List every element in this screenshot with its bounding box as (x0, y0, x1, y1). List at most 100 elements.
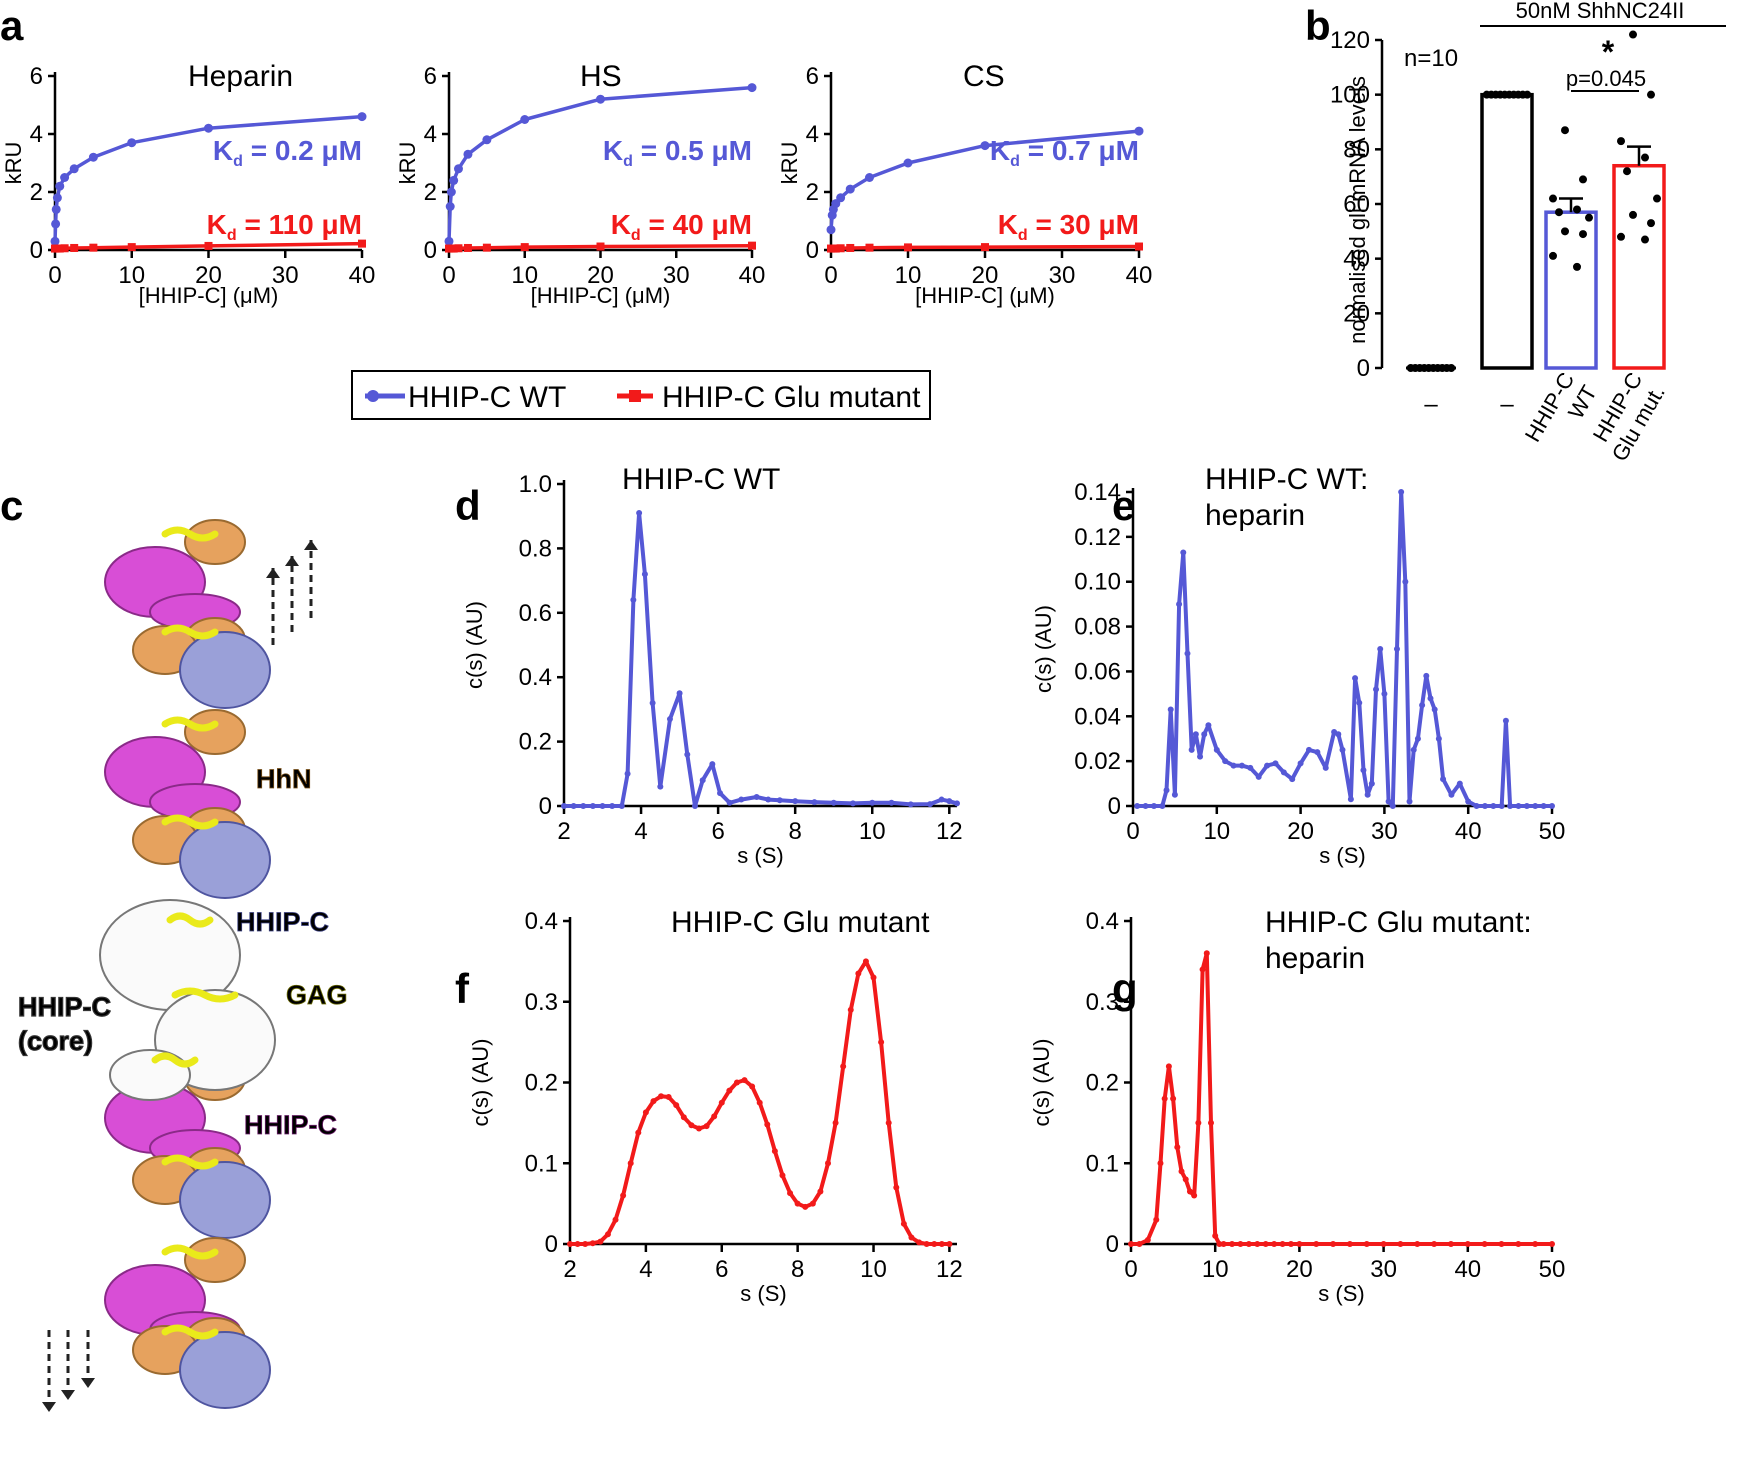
legend: HHIP-C WT HHIP-C Glu mutant (351, 370, 931, 420)
y-tick-label: 0.08 (1074, 614, 1121, 641)
data-point (1213, 746, 1220, 753)
gag-chain (161, 624, 219, 640)
x-tick-label: 20 (1287, 818, 1314, 845)
x-tick-label: 6 (715, 1256, 728, 1283)
kd-label: Kd = 0.7 μM (990, 135, 1139, 170)
data-point (1313, 1241, 1320, 1247)
data-point (900, 1220, 907, 1227)
bar (1544, 210, 1598, 370)
x-tick-label: 40 (739, 262, 766, 289)
data-point (1287, 1241, 1294, 1247)
y-tick-label: 2 (424, 179, 437, 206)
arrow-down-3-head (81, 1378, 95, 1388)
data-point (1498, 803, 1505, 809)
hhipc-core-domain (109, 1049, 191, 1101)
data-point (1377, 646, 1384, 652)
data-point (1230, 762, 1237, 769)
data-point (893, 1184, 900, 1191)
chart-title: HS (580, 60, 622, 93)
x-tick-label: 0 (1124, 1256, 1137, 1283)
data-point (765, 796, 772, 803)
data-point (840, 1063, 847, 1070)
x-tick-label: 6 (711, 818, 724, 845)
data-point (904, 243, 912, 252)
data-point (1498, 1241, 1505, 1247)
data-point (1532, 1241, 1539, 1247)
data-point (1435, 735, 1442, 742)
hhn-domain (184, 1237, 246, 1283)
data-point (1389, 803, 1396, 809)
y-tick-label: 0.4 (525, 908, 558, 935)
data-point (89, 243, 98, 252)
data-point (658, 1093, 665, 1100)
y-axis-label: c(s) (AU) (1029, 1039, 1054, 1127)
series-line (447, 85, 753, 242)
n-label: n=10 (1404, 45, 1458, 72)
data-point (1364, 791, 1371, 798)
data-point (204, 241, 213, 250)
data-point (923, 1241, 930, 1247)
data-point (50, 236, 60, 246)
y-tick-label: 0.12 (1074, 524, 1121, 551)
arrow-up-2-head (285, 556, 299, 566)
data-point (88, 152, 98, 162)
data-point (1346, 1241, 1353, 1247)
data-point (627, 1160, 634, 1167)
x-tick-label: 0 (442, 262, 455, 289)
label-gag: GAG (286, 980, 348, 1010)
data-point (1410, 746, 1417, 753)
data-point (865, 173, 874, 182)
data-point (1144, 1236, 1151, 1243)
significance-star: * (1602, 34, 1615, 70)
y-tick-label: 20 (1343, 300, 1370, 327)
data-point (482, 135, 492, 145)
hhipc-blue-domain (179, 821, 271, 899)
x-axis-label: s (S) (1318, 1281, 1364, 1306)
data-point (1380, 1241, 1387, 1247)
x-tick-label: 40 (1126, 262, 1153, 289)
data-point (1264, 762, 1271, 769)
data-point (908, 1234, 915, 1241)
data-point (878, 1039, 885, 1046)
data-point (1335, 731, 1342, 738)
x-tick-label: 12 (936, 818, 963, 845)
data-point (51, 219, 61, 229)
y-tick-label: 6 (424, 63, 437, 90)
data-point (358, 239, 366, 248)
data-point (938, 796, 945, 803)
x-tick-label: – (1500, 391, 1514, 418)
data-point (69, 164, 79, 174)
data-point (1128, 1241, 1134, 1247)
data-point (726, 1087, 733, 1094)
x-axis-label: s (S) (1319, 843, 1365, 868)
data-point (463, 149, 473, 159)
data-point (1254, 1241, 1261, 1247)
y-axis-label: c(s) (AU) (462, 601, 487, 689)
y-tick-label: 4 (806, 121, 819, 148)
x-tick-label: 10 (895, 262, 922, 289)
data-point (1289, 776, 1296, 783)
data-point (733, 1079, 740, 1086)
data-point (717, 790, 724, 797)
data-point (673, 1102, 680, 1109)
y-tick-label: 6 (30, 63, 43, 90)
data-point (624, 770, 631, 777)
data-point (888, 799, 895, 806)
data-point (1414, 735, 1421, 742)
chart-title: heparin (1265, 942, 1365, 975)
chart-d: 0 0.2 0.4 0.6 0.8 1.0 2 4 6 8 10 12 s (S) c(s) (AU) HH… (462, 463, 963, 868)
chart-a3: 0 2 4 6 0 10 20 30 40 [HHIP-C] (μM) kRU CS Kd = 0.7 … (777, 60, 1152, 308)
data-point (127, 243, 136, 252)
gag-chain (161, 814, 219, 830)
hhipc-blue-domain (179, 1161, 271, 1239)
data-point (1199, 966, 1206, 973)
data-point (60, 173, 70, 182)
data-point (574, 1241, 581, 1247)
data-point (55, 244, 64, 253)
x-tick-label: 30 (1049, 262, 1076, 289)
data-point (1262, 1241, 1269, 1247)
data-point (1532, 803, 1539, 809)
p-value: p=0.045 (1566, 66, 1646, 91)
data-point (1515, 1241, 1522, 1247)
